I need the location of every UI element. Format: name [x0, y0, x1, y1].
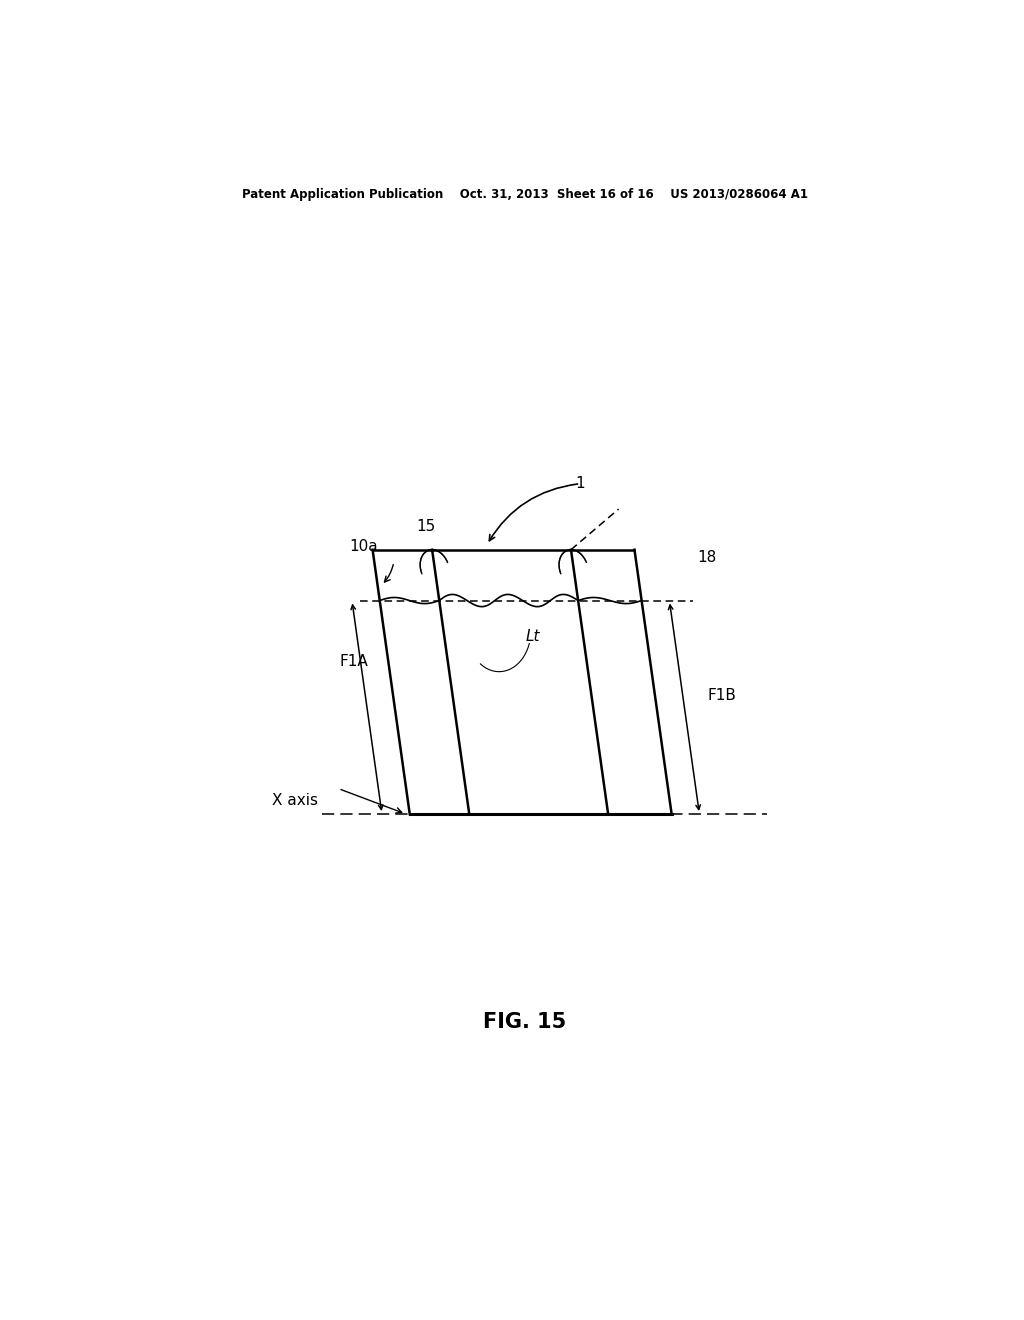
Text: 1: 1: [575, 477, 585, 491]
Text: 15: 15: [416, 519, 435, 533]
Text: Lt: Lt: [525, 628, 540, 644]
Text: FIG. 15: FIG. 15: [483, 1012, 566, 1032]
Text: 10a: 10a: [349, 539, 378, 554]
Text: F1B: F1B: [708, 688, 736, 702]
Text: X axis: X axis: [272, 793, 318, 808]
Text: 18: 18: [697, 550, 717, 565]
Text: F1A: F1A: [340, 653, 369, 669]
Text: Patent Application Publication    Oct. 31, 2013  Sheet 16 of 16    US 2013/02860: Patent Application Publication Oct. 31, …: [242, 189, 808, 202]
